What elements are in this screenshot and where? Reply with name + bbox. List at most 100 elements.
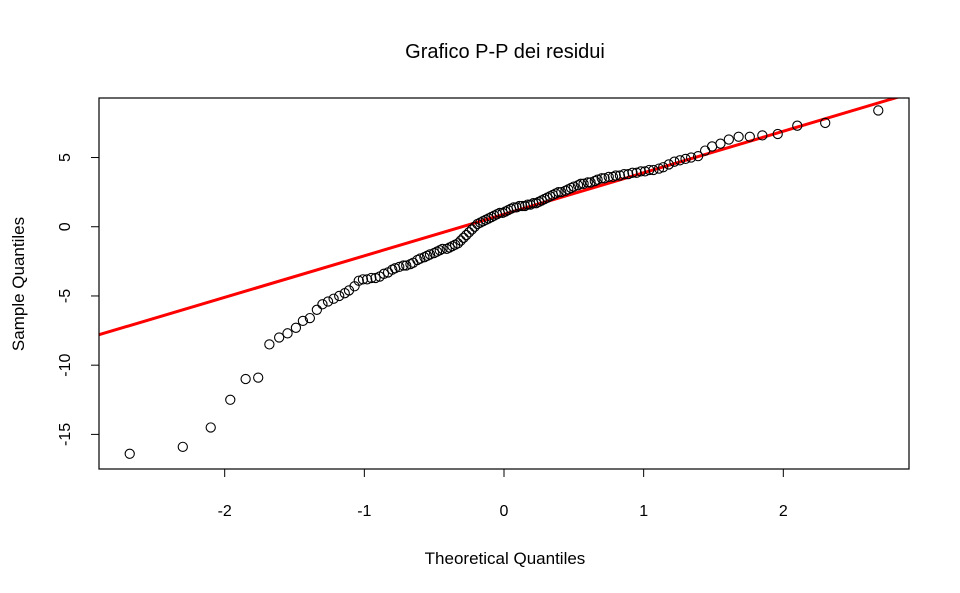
data-point	[177, 441, 188, 453]
data-point	[424, 249, 436, 260]
data-point	[603, 171, 614, 183]
data-point	[124, 448, 135, 459]
data-point	[658, 162, 669, 173]
data-point	[398, 260, 409, 271]
data-point	[334, 290, 345, 302]
data-point	[500, 206, 511, 217]
data-point	[419, 252, 430, 263]
data-point	[264, 339, 275, 350]
chart-title: Grafico P-P dei residui	[405, 41, 605, 63]
data-point	[458, 232, 469, 243]
data-point	[461, 229, 472, 241]
data-point	[723, 134, 734, 145]
y-axis: -15 -10 -5 0 5	[57, 153, 100, 446]
data-point	[328, 293, 339, 304]
x-axis: -2 -1 0 1 2	[218, 468, 788, 520]
data-point	[370, 272, 381, 284]
data-point	[322, 296, 334, 307]
data-point	[497, 207, 508, 219]
data-point	[542, 192, 553, 203]
data-point	[669, 156, 680, 167]
data-point	[757, 130, 768, 141]
data-point	[610, 170, 621, 181]
data-point	[274, 332, 285, 343]
data-point	[282, 328, 293, 339]
data-point	[685, 152, 697, 163]
data-point	[475, 217, 486, 228]
data-point	[387, 264, 398, 275]
data-point	[412, 254, 423, 266]
y-tick-label: -10	[57, 354, 74, 377]
data-point	[873, 105, 884, 116]
data-point	[644, 164, 655, 176]
data-point	[455, 235, 466, 246]
y-tick-label: -15	[57, 423, 74, 446]
data-point	[441, 243, 452, 255]
data-point	[253, 372, 264, 383]
plot-frame	[98, 97, 910, 470]
data-point	[706, 141, 718, 152]
data-point	[452, 238, 464, 249]
x-tick-label: 1	[639, 503, 648, 520]
data-point	[653, 163, 665, 174]
x-tick-label: -1	[357, 503, 371, 520]
data-point	[592, 174, 603, 185]
x-tick-label: 0	[500, 503, 509, 520]
data-point	[820, 117, 831, 129]
data-point	[539, 193, 550, 205]
data-point	[434, 245, 445, 256]
data-point	[582, 177, 593, 188]
data-point	[297, 315, 309, 327]
y-tick-label: 5	[57, 153, 74, 162]
data-point	[631, 167, 642, 178]
data-point	[304, 312, 316, 324]
data-point	[311, 304, 323, 315]
data-point	[401, 260, 412, 271]
data-point	[614, 170, 626, 181]
data-point	[663, 159, 674, 170]
data-point	[240, 373, 251, 385]
x-tick-label: 2	[779, 503, 788, 520]
data-point	[361, 274, 373, 285]
data-point	[596, 173, 607, 184]
x-tick-label: -2	[218, 503, 232, 520]
data-point	[618, 168, 630, 180]
data-point	[447, 240, 458, 252]
data-point	[431, 246, 443, 257]
data-point	[674, 155, 686, 166]
data-point	[772, 128, 783, 140]
data-point	[648, 164, 659, 176]
data-point	[623, 168, 634, 180]
data-point	[357, 274, 369, 285]
data-point	[563, 184, 574, 195]
data-point	[533, 196, 545, 207]
data-point	[585, 177, 596, 188]
data-point	[511, 202, 522, 213]
data-point	[225, 394, 236, 405]
data-point	[692, 150, 704, 162]
data-point	[508, 202, 519, 213]
data-point	[572, 180, 584, 191]
data-point	[635, 166, 647, 177]
data-point	[560, 185, 571, 196]
data-point	[536, 195, 547, 206]
data-point	[437, 243, 448, 255]
data-point	[627, 167, 638, 178]
data-point	[463, 227, 475, 238]
data-point	[480, 214, 491, 225]
data-point	[522, 199, 533, 210]
data-point	[544, 191, 556, 202]
data-point	[553, 186, 564, 198]
x-axis-label: Theoretical Quantiles	[425, 549, 586, 568]
data-point	[556, 186, 567, 198]
data-point	[715, 138, 726, 149]
data-point	[394, 261, 405, 273]
data-point	[366, 272, 377, 284]
data-point	[589, 175, 600, 187]
data-point	[415, 253, 426, 264]
data-point	[607, 171, 619, 183]
data-point	[378, 268, 390, 279]
data-point	[578, 178, 589, 189]
data-point	[486, 211, 497, 223]
